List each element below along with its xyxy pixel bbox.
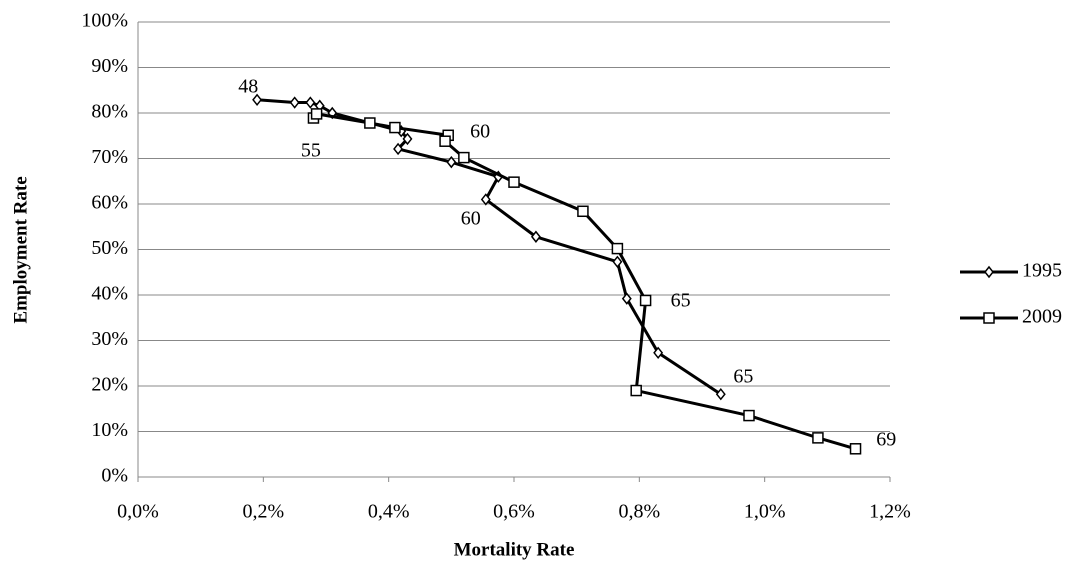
x-axis-title: Mortality Rate [454,539,575,560]
y-axis-title: Employment Rate [10,176,31,323]
annotation: 69 [876,429,896,451]
x-tick-label: 0,2% [242,501,284,523]
y-tick-label: 70% [91,146,128,168]
marker [480,193,491,206]
annotation: 65 [671,289,691,311]
x-tick-label: 0,6% [493,501,535,523]
marker [530,230,541,243]
marker [402,132,413,146]
x-tick-label: 0,0% [117,501,159,523]
annotation: 60 [470,121,490,143]
y-tick-label: 20% [91,374,128,396]
marker [364,117,376,129]
marker [252,93,263,107]
marker [289,96,300,109]
x-tick-label: 0,4% [368,501,410,523]
marker [458,151,470,164]
marker [577,205,589,218]
y-tick-label: 50% [91,237,128,259]
series-line [256,98,722,396]
x-tick-label: 0,8% [618,501,660,523]
marker [508,176,520,188]
legend-label: 2009 [1022,306,1062,328]
legend-marker [983,312,995,324]
y-tick-label: 60% [91,192,128,214]
marker [630,384,642,397]
annotation: 48 [238,76,258,98]
series-line [312,112,856,451]
x-tick-label: 1,2% [869,501,911,523]
marker [743,409,755,422]
x-tick-label: 1,0% [744,501,786,523]
y-tick-label: 90% [91,55,128,77]
annotation: 55 [301,140,321,162]
marker [611,242,624,255]
marker [612,255,623,268]
marker [653,346,664,359]
marker [446,155,457,169]
legend-marker [984,265,994,279]
marker [639,294,652,307]
marker [389,121,401,134]
marker [305,96,316,109]
marker [849,443,862,455]
marker [621,292,632,305]
y-tick-label: 0% [101,465,128,487]
marker [439,135,451,147]
legend-label: 1995 [1022,260,1062,282]
y-tick-label: 30% [91,328,128,350]
y-tick-label: 10% [91,419,128,441]
annotation: 65 [733,365,753,387]
y-tick-label: 80% [91,101,128,123]
annotation: 60 [461,208,481,230]
marker [812,432,824,444]
marker [715,387,726,401]
y-tick-label: 100% [81,10,128,32]
marker [310,108,323,120]
y-tick-label: 40% [91,283,128,305]
marker [393,142,404,156]
